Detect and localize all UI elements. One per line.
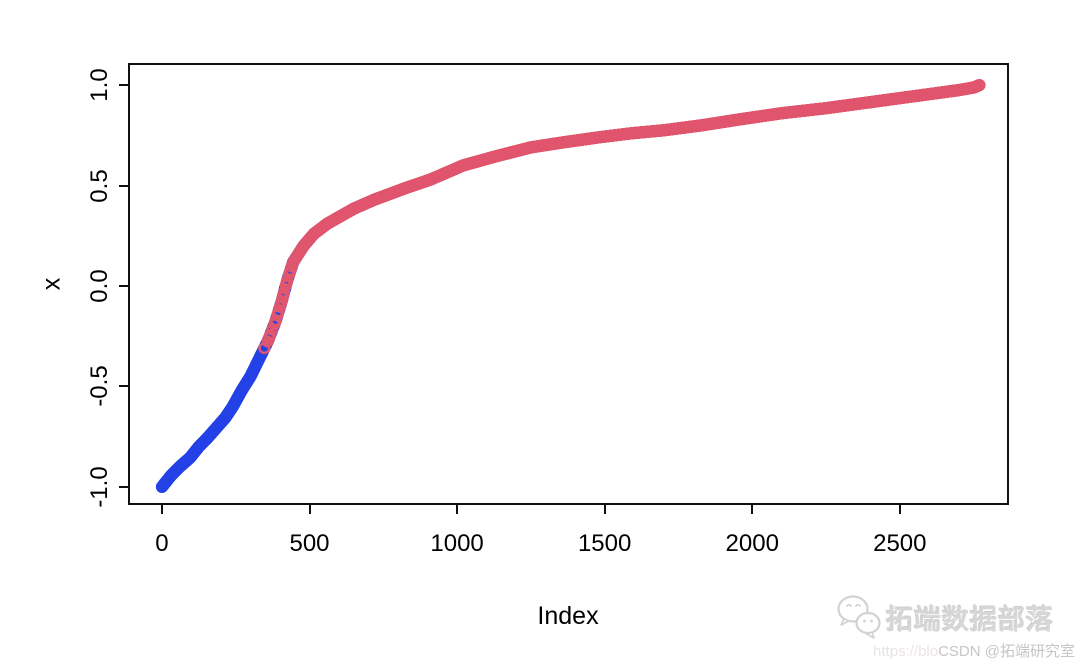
y-axis-tick-label: -0.5 [86,365,113,408]
y-axis-tick [119,485,128,488]
x-axis-tick [456,505,459,514]
x-axis-tick [160,505,163,514]
y-axis-tick [119,385,128,388]
y-axis-tick-label: 1.0 [86,68,113,102]
y-axis-title: x [37,277,66,291]
x-axis-tick [898,505,901,514]
x-axis-tick-label: 0 [155,530,169,557]
x-axis-tick-label: 2000 [725,530,779,557]
y-axis-tick [119,285,128,287]
watermark-brand-text: 拓端数据部落 [886,605,1054,635]
watermark-csdn-handle: CSDN @拓端研究室 [938,643,1075,660]
y-axis-tick-label: 0.5 [86,168,113,203]
x-axis-tick-label: 500 [289,530,330,557]
x-axis-tick-label: 1000 [430,530,484,557]
x-axis-tick [603,505,606,514]
watermark-attribution: https://bloCSDN @拓端研究室 [770,640,1075,661]
watermark-url-fragment: https://blo [873,643,939,660]
y-axis-tick-label: -1.0 [86,466,113,508]
x-axis-tick [751,505,754,514]
x-axis-title: Index [537,602,599,630]
y-axis-tick [119,84,128,87]
x-axis-tick [308,505,311,514]
x-axis-tick-label: 1500 [577,530,632,557]
y-axis-tick [119,184,128,187]
wechat-bubbles-icon [837,595,881,639]
scatter-plot-canvas [155,78,986,494]
y-axis-tick-label: 0.0 [86,269,113,303]
x-axis-tick-label: 2500 [873,530,927,557]
